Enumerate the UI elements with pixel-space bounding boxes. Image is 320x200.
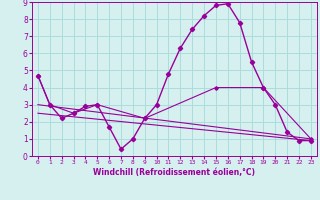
X-axis label: Windchill (Refroidissement éolien,°C): Windchill (Refroidissement éolien,°C) <box>93 168 255 177</box>
